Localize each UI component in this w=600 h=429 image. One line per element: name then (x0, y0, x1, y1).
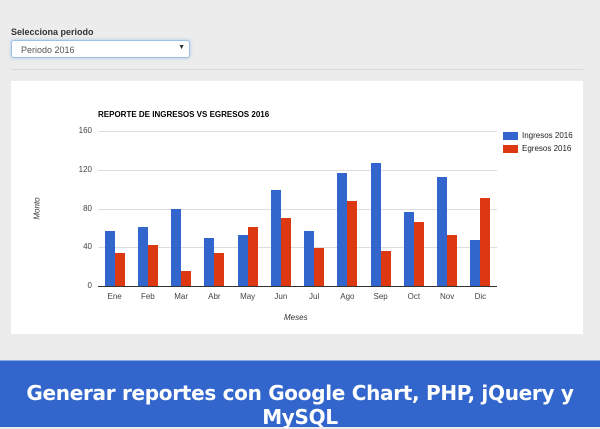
period-label: Selecciona periodo (11, 27, 94, 37)
bar-ingresos[interactable] (304, 230, 315, 286)
x-tick-label: Jul (309, 292, 320, 301)
bar-egresos[interactable] (413, 222, 424, 286)
bar-egresos[interactable] (347, 200, 358, 286)
x-tick-label: May (240, 292, 256, 301)
x-tick-label: Feb (140, 292, 155, 301)
y-tick-label: 0 (87, 281, 92, 290)
x-tick-label: Dic (474, 292, 487, 301)
legend-swatch-egresos (503, 144, 518, 153)
y-tick-label: 40 (83, 242, 92, 251)
bar-ingresos[interactable] (270, 190, 281, 286)
bar-ingresos[interactable] (137, 226, 148, 286)
legend-item-ingresos[interactable]: Ingresos 2016 (503, 129, 573, 142)
y-tick-label: 160 (78, 126, 92, 135)
x-tick-label: Ene (107, 292, 122, 301)
y-tick-label: 80 (83, 204, 92, 213)
gridline (98, 170, 497, 171)
bar-ingresos[interactable] (370, 162, 381, 286)
x-tick-label: Sep (373, 292, 388, 301)
chart-legend: Ingresos 2016 Egresos 2016 (503, 129, 573, 155)
title-banner: Generar reportes con Google Chart, PHP, … (0, 360, 600, 429)
bar-ingresos[interactable] (403, 212, 414, 286)
bar-egresos[interactable] (380, 251, 391, 286)
x-axis (98, 286, 497, 287)
x-tick-label: Jun (274, 292, 288, 301)
x-tick-label: Abr (208, 292, 221, 301)
bar-egresos[interactable] (247, 226, 258, 286)
x-tick-label: Ago (340, 292, 355, 301)
y-axis-label: Monto (32, 197, 42, 220)
bar-egresos[interactable] (181, 270, 192, 286)
divider (11, 69, 583, 70)
bar-ingresos[interactable] (237, 234, 248, 286)
bar-egresos[interactable] (214, 253, 225, 286)
gridline (98, 131, 497, 132)
gridline (98, 247, 497, 248)
period-select[interactable]: Periodo 2016 ▼ (11, 40, 190, 58)
gridline (98, 209, 497, 210)
chart-panel (11, 81, 583, 334)
bar-egresos[interactable] (447, 234, 458, 286)
legend-item-egresos[interactable]: Egresos 2016 (503, 142, 573, 155)
bar-egresos[interactable] (314, 248, 325, 286)
chevron-down-icon: ▼ (178, 44, 185, 51)
x-tick-label: Mar (174, 292, 189, 301)
bar-egresos[interactable] (280, 218, 291, 286)
x-tick-label: Nov (440, 292, 455, 301)
bar-ingresos[interactable] (204, 237, 215, 286)
bar-ingresos[interactable] (171, 209, 182, 286)
bar-egresos[interactable] (147, 245, 158, 286)
bar-ingresos[interactable] (337, 172, 348, 286)
bar-ingresos[interactable] (470, 239, 481, 286)
bar-egresos[interactable] (114, 253, 125, 286)
bar-ingresos[interactable] (437, 176, 448, 286)
x-tick-label: Oct (407, 292, 421, 301)
x-axis-label: Meses (284, 313, 308, 322)
bar-egresos[interactable] (480, 197, 491, 286)
y-tick-label: 120 (78, 165, 92, 174)
chart-title: REPORTE DE INGRESOS VS EGRESOS 2016 (98, 110, 270, 119)
bar-ingresos[interactable] (104, 230, 115, 286)
legend-swatch-ingresos (503, 131, 518, 140)
period-select-value: Periodo 2016 (21, 45, 75, 55)
